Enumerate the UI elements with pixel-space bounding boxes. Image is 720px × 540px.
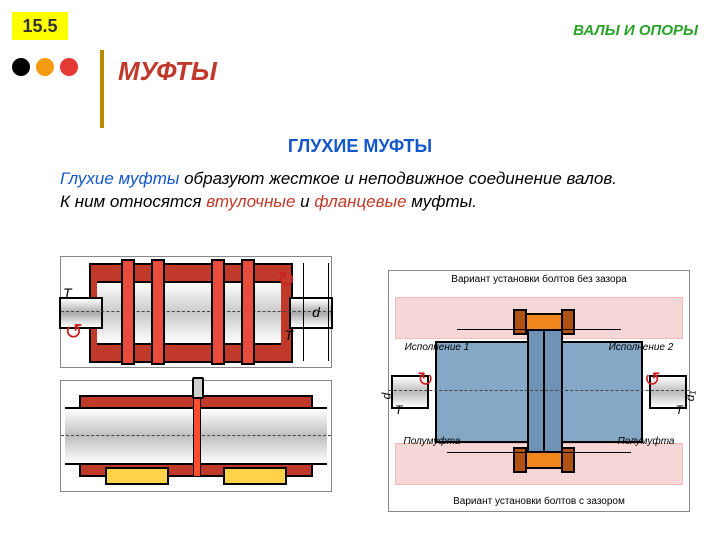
bolt-bottom <box>521 451 565 469</box>
slide-number-badge: 15.5 <box>12 12 68 40</box>
paragraph-span: соединение валов. <box>469 169 617 188</box>
dot-2 <box>36 58 54 76</box>
paragraph-span: муфты. <box>407 192 477 211</box>
subtitle: ГЛУХИЕ МУФТЫ <box>0 136 720 157</box>
header-dots <box>12 58 78 76</box>
paragraph-span: К ним относятся <box>60 192 206 211</box>
execution-right-label: Исполнение 2 <box>601 343 681 354</box>
rotation-arrow-icon: ↻ <box>417 367 434 392</box>
title-divider <box>100 50 104 128</box>
flange-variant-bottom-label: Вариант установки болтов с зазором <box>389 497 689 508</box>
torque-label-left: T <box>395 403 402 417</box>
main-title: МУФТЫ <box>118 56 217 87</box>
key-right <box>223 467 287 485</box>
diameter-label-right: d₁ <box>683 391 697 401</box>
torque-label-left: T <box>63 285 72 301</box>
key-left <box>105 467 169 485</box>
diameter-label: d <box>303 263 329 361</box>
rotation-arrow-icon: ↻ <box>644 367 661 392</box>
setscrew <box>192 377 204 399</box>
diagram-flange-coupling: Вариант установки болтов без зазора Вари… <box>388 270 690 512</box>
paragraph-span: фланцевые <box>314 192 406 211</box>
execution-left-label: Исполнение 1 <box>397 343 477 354</box>
paragraph-span: образуют жесткое и неподвижное <box>179 169 468 188</box>
torque-label-right: T <box>284 327 293 343</box>
half-coupling-left-label: Полумуфта <box>397 437 467 448</box>
rotation-arrow-icon: ↻ <box>277 267 301 291</box>
diameter-label-left: d <box>379 393 393 400</box>
body-paragraph: Глухие муфты образуют жесткое и неподвиж… <box>60 168 660 214</box>
flange-variant-top-label: Вариант установки болтов без зазора <box>389 275 689 286</box>
rotation-arrow-icon: ↻ <box>59 319 83 343</box>
paragraph-span: Глухие муфты <box>60 169 179 188</box>
paragraph-span: и <box>295 192 314 211</box>
diagram-sleeve-keyed <box>60 380 332 492</box>
section-label: ВАЛЫ И ОПОРЫ <box>573 22 698 39</box>
dot-3 <box>60 58 78 76</box>
half-coupling-right-label: Полумуфта <box>611 437 681 448</box>
dot-1 <box>12 58 30 76</box>
paragraph-span: втулочные <box>206 192 295 211</box>
diagram-sleeve-pinned: ↻ ↻ T T d <box>60 256 332 368</box>
torque-label-right: T <box>676 403 683 417</box>
